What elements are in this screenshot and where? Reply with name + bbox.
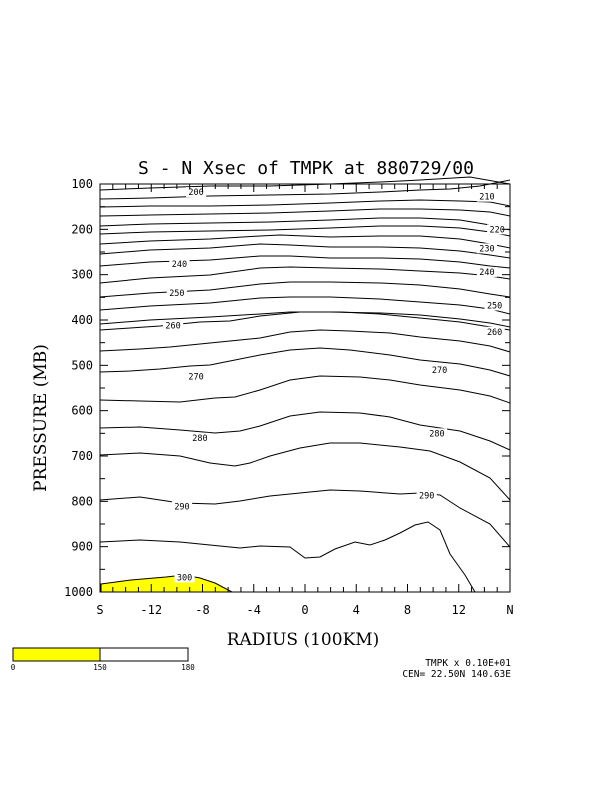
y-axis-label: PRESSURE (MB) — [31, 344, 51, 492]
contour-label-background — [162, 320, 184, 331]
x-tick-label: -8 — [195, 603, 209, 617]
y-tick-label: 600 — [71, 404, 93, 418]
chart-title: S - N Xsec of TMPK at 880729/00 — [138, 158, 474, 179]
contour-label: 230 — [479, 244, 494, 254]
contour-label: 200 — [188, 188, 203, 198]
x-tick-label: 4 — [353, 603, 360, 617]
contour-label: 210 — [479, 193, 494, 203]
contour-label: 260 — [165, 321, 180, 331]
y-tick-label: 400 — [71, 313, 93, 327]
contour-label: 280 — [192, 434, 207, 444]
isotherm-line — [99, 266, 511, 284]
contour-label-background — [476, 191, 498, 202]
x-tick-label: 12 — [452, 603, 466, 617]
contour-label-background — [169, 258, 190, 269]
isotherm-line — [99, 234, 511, 249]
isotherm-line — [99, 243, 511, 259]
tick-marks — [99, 183, 511, 593]
footer-line-2: CEN= 22.50N 140.63E — [402, 669, 511, 680]
colorbar-tick-2: 180 — [181, 663, 195, 672]
isotherm-line — [99, 199, 511, 208]
contour-label-background — [185, 187, 207, 198]
contour-label-background — [429, 364, 450, 375]
contour-label: 280 — [429, 429, 444, 439]
x-tick-label: S — [96, 603, 103, 617]
y-tick-labels: 100 200 300 400 500 600 700 800 900 1000 — [64, 177, 93, 599]
colorbar-tick-1: 150 — [93, 663, 107, 672]
contour-label: 240 — [479, 268, 494, 278]
plot-frame — [99, 183, 511, 593]
x-tick-label: N — [506, 603, 513, 617]
isotherm-line — [99, 347, 511, 377]
isotherm-line — [99, 411, 511, 451]
x-tick-label: -4 — [247, 603, 261, 617]
y-tick-label: 500 — [71, 358, 93, 372]
isotherm-line — [99, 489, 511, 548]
x-tick-label: -12 — [140, 603, 162, 617]
contour-label-background — [426, 428, 448, 439]
isotherm-line — [99, 311, 511, 331]
contour-label-background — [487, 224, 508, 235]
contour-label-background — [476, 243, 498, 254]
y-tick-label: 1000 — [64, 585, 93, 599]
x-tick-label: 8 — [404, 603, 411, 617]
contour-label: 270 — [432, 366, 447, 376]
footer-line-1: TMPK x 0.10E+01 — [425, 658, 511, 669]
contour-label: 270 — [188, 373, 203, 383]
isotherm-line — [99, 442, 511, 501]
x-axis-label: RADIUS (100KM) — [227, 630, 380, 650]
contour-label: 250 — [169, 289, 184, 299]
contour-label: 220 — [490, 225, 505, 235]
contour-lines — [99, 176, 511, 593]
isotherm-line — [99, 255, 511, 269]
isotherm-line — [99, 281, 511, 298]
contour-label: 290 — [419, 491, 434, 501]
isotherm-line — [99, 296, 511, 315]
contour-label-background — [174, 572, 195, 583]
x-tick-label: 0 — [301, 603, 308, 617]
contour-label-background — [185, 371, 207, 382]
isotherm-line — [99, 225, 511, 237]
contour-label-background — [171, 501, 193, 512]
contour-label-background — [189, 432, 211, 443]
isotherm-line — [99, 329, 511, 353]
plot-area: 200 210 220 230 240 240 250 250 260 260 270 270 280 2… — [99, 176, 511, 593]
contour-label-background — [416, 490, 437, 501]
contour-label: 250 — [487, 301, 502, 311]
contour-label-background — [476, 266, 498, 277]
contour-label-background — [166, 287, 187, 298]
y-tick-label: 800 — [71, 494, 93, 508]
y-tick-label: 100 — [71, 177, 93, 191]
contour-label: 240 — [172, 260, 187, 270]
y-tick-label: 700 — [71, 449, 93, 463]
contour-labels: 200 210 220 230 240 240 250 250 260 260 270 270 280 2… — [162, 187, 508, 583]
isotherm-line — [99, 521, 476, 593]
isotherm-line — [99, 217, 511, 231]
contour-label: 260 — [487, 328, 502, 338]
isotherm-line — [99, 208, 511, 217]
colorbar-tick-0: 0 — [11, 663, 16, 672]
y-tick-label: 900 — [71, 540, 93, 554]
contour-label-background — [484, 300, 505, 311]
isotherm-line — [99, 311, 511, 328]
y-tick-label: 300 — [71, 268, 93, 282]
x-tick-labels: S -12 -8 -4 0 4 8 12 N — [96, 603, 513, 617]
y-tick-label: 200 — [71, 222, 93, 236]
isotherm-line — [99, 375, 511, 404]
colorbar: 0 150 180 — [11, 647, 195, 672]
colorbar-white — [99, 647, 189, 662]
shaded-region — [100, 574, 233, 593]
contour-label: 290 — [174, 502, 189, 512]
contour-label: 300 — [177, 573, 192, 583]
colorbar-yellow — [12, 647, 101, 662]
contour-label-background — [484, 326, 505, 337]
